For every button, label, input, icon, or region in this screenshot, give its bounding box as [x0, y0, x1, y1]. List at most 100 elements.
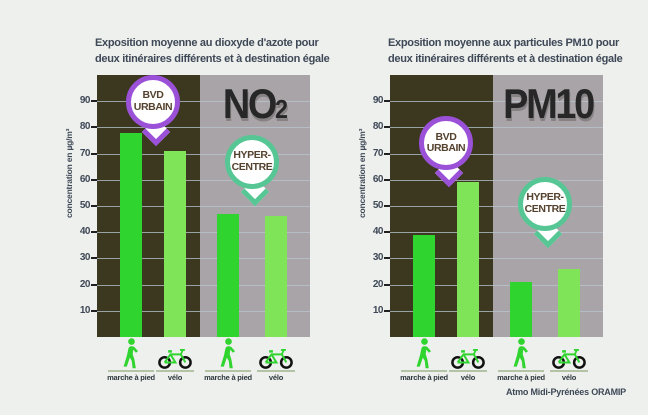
- tick-mark-70: [91, 152, 97, 155]
- tick-label-80: 80: [79, 121, 91, 133]
- legend-item-pedestrian: marche à pied: [394, 338, 454, 382]
- tick-label-40: 40: [372, 226, 384, 238]
- tick-mark-30: [384, 257, 390, 260]
- bicycle-icon-wrap: [539, 338, 599, 370]
- gridline-80: [97, 127, 310, 129]
- tick-mark-60: [91, 178, 97, 181]
- bubble-text-line-2: URBAIN: [133, 100, 173, 113]
- bar-hyper-centre-pedestrian: [510, 281, 532, 337]
- tick-mark-20: [91, 283, 97, 286]
- tick-mark-40: [384, 231, 390, 234]
- bubble-circle: HYPER- CENTRE: [225, 134, 279, 189]
- pedestrian-icon-wrap: [394, 338, 454, 370]
- pollutant-label-no2: NO2: [206, 82, 305, 131]
- tick-mark-60: [384, 178, 390, 181]
- chart-title-line-2: deux itinéraires différents et à destina…: [95, 52, 330, 65]
- gridline-30: [97, 258, 310, 260]
- legend-item-pedestrian: marche à pied: [101, 338, 161, 382]
- plot-area: NO2 BVD URBAIN HYPER- CENTRE: [97, 74, 310, 337]
- bar-bvdurbain-pedestrian: [413, 234, 435, 337]
- tick-label-30: 30: [372, 252, 384, 264]
- gridline-20: [97, 284, 310, 286]
- pedestrian-icon: [220, 338, 235, 369]
- bubble-text-line-1: HYPER-: [526, 191, 564, 204]
- bicycle-icon: [552, 349, 586, 369]
- tick-label-10: 10: [79, 304, 91, 316]
- tick-mark-80: [91, 126, 97, 129]
- bar-bvdurbain-bicycle: [457, 182, 479, 337]
- gridline-10: [97, 310, 310, 312]
- legend-item-bicycle: vélo: [145, 338, 205, 382]
- legend-label: marche à pied: [107, 373, 155, 382]
- pm10-exposure-chart: Exposition moyenne aux particules PM10 p…: [353, 30, 648, 415]
- bar-bvdurbain-bicycle: [164, 150, 186, 337]
- tick-label-10: 10: [372, 304, 384, 316]
- no2-exposure-chart: Exposition moyenne au dioxyde d'azote po…: [60, 30, 390, 415]
- gridline-40: [97, 232, 310, 234]
- chart-title: Exposition moyenne au dioxyde d'azote po…: [95, 36, 385, 67]
- pedestrian-icon: [123, 338, 138, 369]
- gridline-50: [390, 206, 603, 207]
- gridline-10: [390, 310, 603, 312]
- gridline-20: [390, 284, 603, 286]
- tick-mark-20: [384, 283, 390, 286]
- chart-title-line-1: Exposition moyenne aux particules PM10 p…: [388, 37, 619, 49]
- tick-label-90: 90: [79, 95, 91, 107]
- tick-mark-50: [91, 205, 97, 207]
- chart-title: Exposition moyenne aux particules PM10 p…: [388, 36, 648, 67]
- pollutant-label-main: PM10: [503, 80, 595, 127]
- pedestrian-icon: [513, 338, 528, 369]
- tick-mark-40: [91, 231, 97, 234]
- tick-label-80: 80: [372, 121, 384, 133]
- ground-line: [550, 370, 588, 372]
- gridline-70: [390, 153, 603, 155]
- gridline-60: [97, 179, 310, 181]
- gridline-90: [390, 101, 603, 103]
- legend-item-pedestrian: marche à pied: [491, 338, 551, 382]
- tick-label-90: 90: [372, 95, 384, 107]
- gridline-40: [390, 232, 603, 234]
- gridline-70: [97, 153, 310, 155]
- pedestrian-icon-wrap: [101, 338, 161, 370]
- legend-label: marche à pied: [204, 373, 252, 382]
- gridline-90: [97, 101, 310, 103]
- legend-item-bicycle: vélo: [539, 338, 599, 382]
- ground-line: [205, 370, 251, 372]
- ground-line: [108, 370, 154, 372]
- bubble-text-line-1: HYPER-: [233, 149, 271, 162]
- tick-label-30: 30: [79, 252, 91, 264]
- gridline-60: [390, 179, 603, 181]
- tick-mark-70: [384, 152, 390, 155]
- tick-label-50: 50: [372, 200, 384, 211]
- pedestrian-icon-wrap: [491, 338, 551, 370]
- bicycle-icon: [158, 349, 192, 369]
- tick-label-20: 20: [372, 278, 384, 290]
- tick-mark-10: [384, 309, 390, 312]
- tick-label-50: 50: [79, 200, 91, 211]
- pollutant-label-main: NO: [222, 80, 277, 127]
- plot-area: PM10 BVD URBAIN HYPER- CENTRE: [390, 75, 603, 337]
- ground-line: [257, 370, 295, 372]
- chart-title-line-2: deux itinéraires différents et à destina…: [388, 52, 623, 65]
- tick-mark-10: [91, 309, 97, 312]
- bubble-text-line-2: URBAIN: [426, 142, 466, 155]
- legend-label: vélo: [268, 373, 284, 382]
- legend-label: marche à pied: [497, 373, 545, 382]
- gridline-80: [390, 127, 603, 129]
- bubble-circle: HYPER- CENTRE: [518, 176, 572, 231]
- bicycle-icon-wrap: [246, 338, 306, 370]
- tick-label-60: 60: [79, 173, 91, 185]
- legend-item-bicycle: vélo: [246, 338, 306, 382]
- bar-hyper-centre-bicycle: [558, 268, 580, 337]
- legend-item-bicycle: vélo: [438, 338, 498, 382]
- bubble-text-line-1: BVD: [435, 130, 457, 143]
- bar-bvdurbain-pedestrian: [120, 132, 142, 337]
- legend-label: vélo: [167, 373, 183, 382]
- bubble-text-line-2: CENTRE: [524, 202, 566, 215]
- gridline-30: [390, 258, 603, 260]
- tick-mark-90: [384, 100, 390, 103]
- bicycle-icon: [259, 349, 293, 369]
- source-attribution: Atmo Midi-Pyrénées ORAMIP: [505, 387, 626, 397]
- tick-label-70: 70: [79, 147, 91, 159]
